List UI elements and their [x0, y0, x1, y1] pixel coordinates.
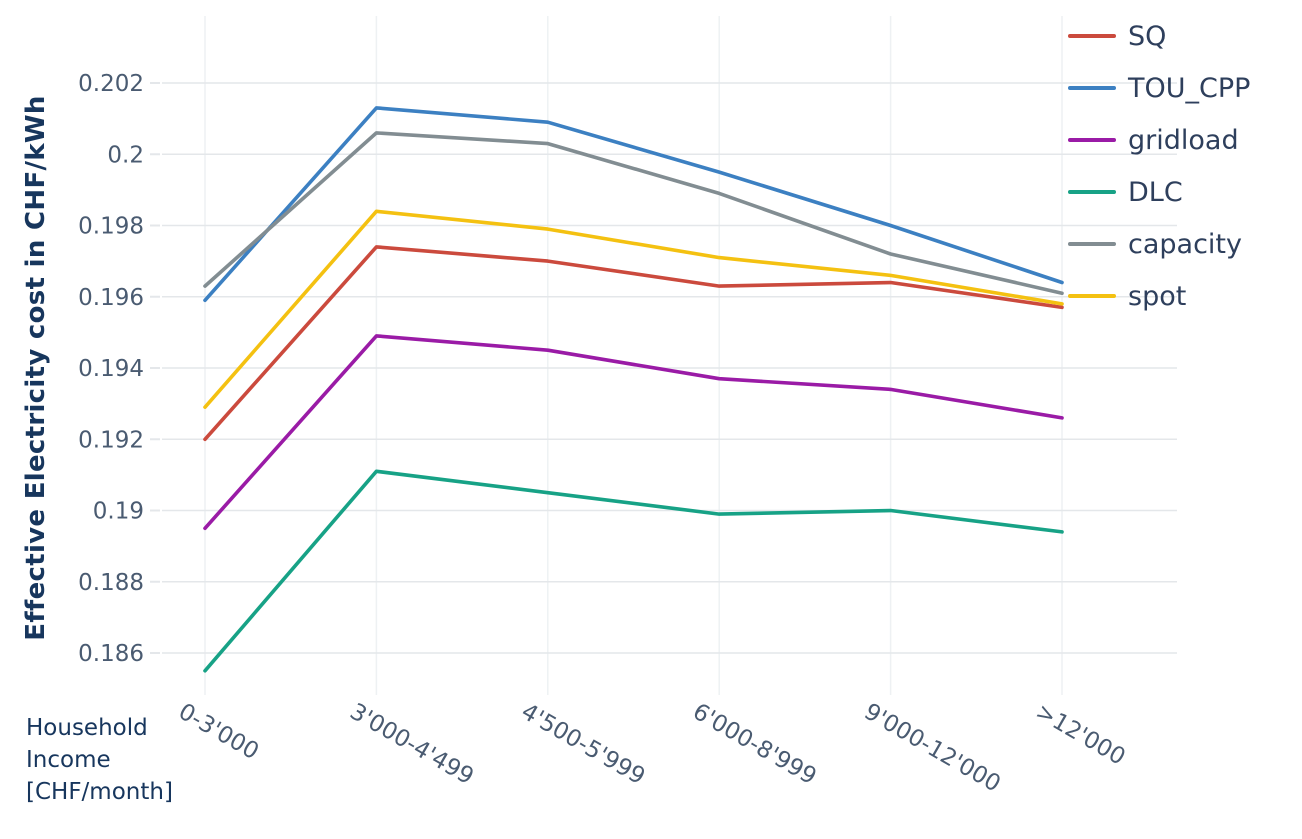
series-line-sq [203, 245, 1064, 442]
legend: SQ TOU_CPP gridload DLC capacity spot [1068, 10, 1250, 322]
y-tick-label: 0.188 [78, 570, 144, 596]
legend-item-spot[interactable]: spot [1068, 270, 1250, 322]
x-tick-label: 9'000-12'000 [860, 699, 1005, 798]
x-tick-label: >12'000 [1031, 699, 1130, 771]
series-line-tou_cpp [203, 106, 1064, 303]
y-tick-label: 0.186 [78, 641, 144, 667]
y-tick-label: 0.194 [78, 356, 144, 382]
y-tick-label: 0.192 [78, 427, 144, 453]
legend-swatch-sq [1068, 34, 1116, 38]
series-line-dlc [203, 469, 1064, 673]
x-tick-label: 3'000-4'499 [345, 699, 478, 791]
y-tick-label: 0.196 [78, 285, 144, 311]
legend-label: DLC [1128, 176, 1183, 208]
legend-label: TOU_CPP [1128, 72, 1251, 104]
y-tick-label: 0.2 [107, 142, 144, 168]
series-line-gridload [203, 334, 1064, 531]
legend-item-dlc[interactable]: DLC [1068, 166, 1250, 218]
y-axis-title: Effective Electricity cost in CHF/kWh [21, 95, 51, 641]
legend-label: SQ [1128, 20, 1167, 52]
legend-label: capacity [1128, 228, 1242, 260]
x-tick-label: 4'500-5'999 [517, 699, 650, 791]
y-tick-label: 0.198 [78, 214, 144, 240]
legend-swatch-tou_cpp [1068, 86, 1116, 90]
y-tick-label: 0.202 [78, 71, 144, 97]
series-line-capacity [203, 131, 1064, 296]
legend-swatch-gridload [1068, 138, 1116, 142]
legend-swatch-dlc [1068, 190, 1116, 194]
legend-item-sq[interactable]: SQ [1068, 10, 1250, 62]
legend-swatch-capacity [1068, 242, 1116, 246]
series-line-spot [203, 209, 1064, 410]
y-tick-label: 0.19 [93, 499, 144, 525]
legend-item-tou_cpp[interactable]: TOU_CPP [1068, 62, 1250, 114]
legend-item-gridload[interactable]: gridload [1068, 114, 1250, 166]
legend-item-capacity[interactable]: capacity [1068, 218, 1250, 270]
legend-label: spot [1128, 280, 1187, 312]
x-axis-title: Household Income [CHF/month] [26, 715, 173, 805]
legend-label: gridload [1128, 124, 1239, 156]
x-tick-label: 0-3'000 [174, 699, 263, 765]
legend-swatch-spot [1068, 294, 1116, 298]
x-tick-label: 6'000-8'999 [688, 699, 821, 791]
